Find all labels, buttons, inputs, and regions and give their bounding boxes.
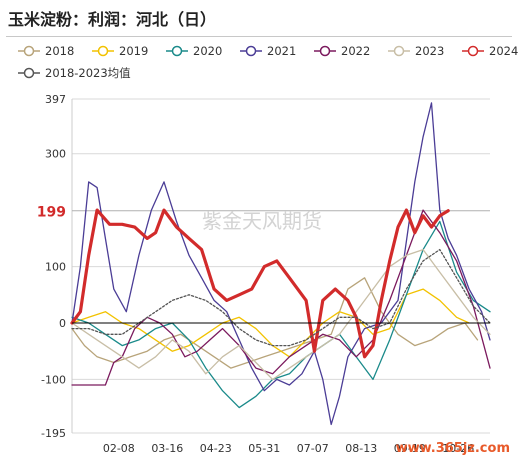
highlight-value-label: 199 (37, 205, 66, 221)
y-tick-label: -195 (41, 427, 66, 440)
legend-marker-0[interactable] (23, 45, 35, 57)
series-line-5 (71, 248, 491, 381)
legend-marker-5[interactable] (393, 45, 405, 57)
watermark-text: 紫金天风期货 (202, 209, 322, 233)
legend-label-4[interactable]: 2022 (341, 44, 370, 58)
legend-label-7[interactable]: 2018-2023均值 (45, 66, 131, 80)
x-tick-label: 10-26 (442, 442, 474, 455)
series-line-0 (71, 277, 479, 369)
series-line-6 (70, 208, 450, 359)
series-line-4 (71, 209, 491, 386)
legend-marker-6[interactable] (467, 45, 479, 57)
x-tick-label: 07-07 (297, 442, 329, 455)
x-tick-label: 04-23 (200, 442, 232, 455)
site-watermark: www.365jz.com (396, 441, 510, 456)
y-tick-label: 100 (45, 261, 66, 274)
legend-marker-1[interactable] (97, 45, 109, 57)
x-tick-label: 08-13 (345, 442, 377, 455)
series-line-7 (71, 248, 491, 347)
y-tick-label: -100 (41, 373, 66, 386)
legend-label-3[interactable]: 2021 (267, 44, 296, 58)
x-tick-label: 05-31 (248, 442, 280, 455)
legend-label-2[interactable]: 2020 (193, 44, 222, 58)
title-divider (6, 36, 512, 37)
y-tick-label: 0 (59, 317, 66, 330)
legend-label-1[interactable]: 2019 (119, 44, 148, 58)
legend-label-6[interactable]: 2024 (489, 44, 518, 58)
legend-label-0[interactable]: 2018 (45, 44, 74, 58)
x-tick-label: 09-19 (394, 442, 426, 455)
x-tick-label: 02-08 (103, 442, 135, 455)
y-tick-label: 397 (45, 93, 66, 106)
legend-marker-7[interactable] (23, 67, 35, 79)
chart-title: 玉米淀粉：利润：河北（日） (8, 10, 217, 29)
y-tick-label: 300 (45, 148, 66, 161)
legend-marker-3[interactable] (245, 45, 257, 57)
series-line-2 (71, 220, 491, 409)
series-line-3 (71, 102, 491, 426)
legend-marker-2[interactable] (171, 45, 183, 57)
legend-marker-4[interactable] (319, 45, 331, 57)
legend-label-5[interactable]: 2023 (415, 44, 444, 58)
x-tick-label: 03-16 (151, 442, 183, 455)
